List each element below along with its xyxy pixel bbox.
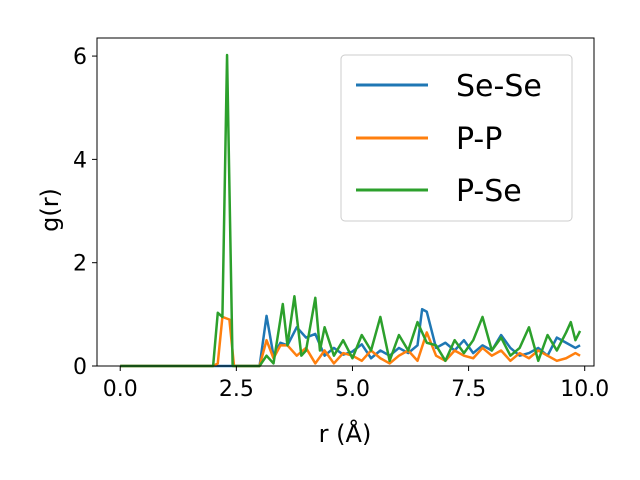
y-tick-label: 0 xyxy=(73,355,87,380)
plot-frame xyxy=(96,37,595,367)
series-line-1 xyxy=(120,307,581,368)
x-axis-label: r (Å) xyxy=(319,419,372,448)
y-tick-label: 4 xyxy=(73,148,87,173)
y-axis-ticks: 0 2 4 6 xyxy=(73,45,97,380)
legend-label: P-P xyxy=(456,122,502,157)
legend-label: P-Se xyxy=(456,174,522,209)
series-line-2 xyxy=(120,315,581,368)
x-tick-label: 5.0 xyxy=(335,377,370,402)
y-axis-label: g(r) xyxy=(36,188,64,232)
x-tick-label: 10.0 xyxy=(560,377,609,402)
legend-label: Se-Se xyxy=(456,69,542,104)
plot-area xyxy=(96,37,595,368)
x-tick-label: 0.0 xyxy=(103,377,138,402)
legend-box xyxy=(340,54,573,222)
x-tick-label: 2.5 xyxy=(219,377,254,402)
x-tick-label: 7.5 xyxy=(451,377,486,402)
x-axis-ticks: 0.0 2.5 5.0 7.5 10.0 xyxy=(103,366,609,402)
y-tick-label: 2 xyxy=(73,252,87,277)
legend: Se-Se P-P P-Se xyxy=(340,54,573,222)
y-tick-label: 6 xyxy=(73,45,87,70)
